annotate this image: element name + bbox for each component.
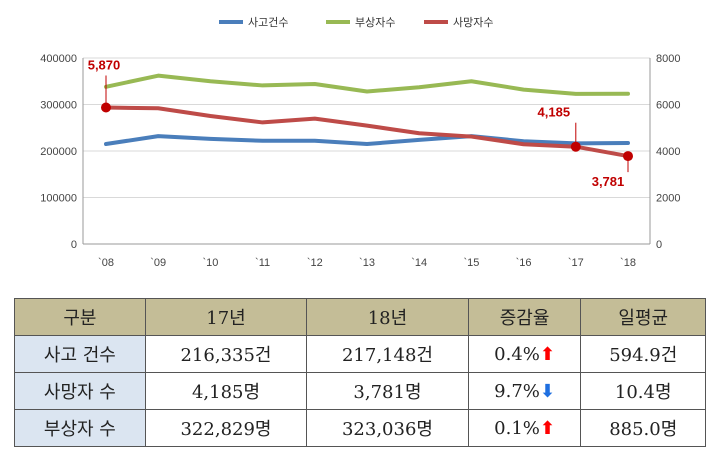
daily-average: 10.4명 <box>580 372 706 410</box>
up-arrow-icon: ⬆ <box>539 417 555 439</box>
chart-grid <box>83 57 650 198</box>
header-2017: 17년 <box>144 298 308 336</box>
y-right-tick-label: 4000 <box>656 146 680 158</box>
table-header-row: 구분 17년 18년 증감율 일평균 <box>14 298 706 336</box>
x-tick-label: `17 <box>568 257 584 269</box>
annotation-marker <box>101 102 111 113</box>
legend-entry: 부상자수 <box>355 16 395 29</box>
x-tick-label: `08 <box>98 257 114 269</box>
x-tick-label: `16 <box>516 257 532 269</box>
header-category: 구분 <box>14 298 146 336</box>
x-tick-label: `14 <box>411 257 427 269</box>
x-tick-label: `11 <box>255 257 270 269</box>
change-rate: 0.1% <box>494 417 540 439</box>
table-row: 사망자 수 4,185명 3,781명 9.7%⬇ 10.4명 <box>14 372 706 410</box>
annotation-label: 4,185 <box>538 105 571 120</box>
y-right-tick-label: 0 <box>656 239 662 251</box>
value-2017: 4,185명 <box>144 372 308 410</box>
annotation-label: 5,870 <box>88 58 121 73</box>
y-right-tick-label: 8000 <box>656 53 680 65</box>
x-tick-label: `13 <box>359 257 375 269</box>
value-2017: 322,829명 <box>144 409 308 447</box>
value-2018: 3,781명 <box>306 372 469 410</box>
value-2017: 216,335건 <box>144 335 308 373</box>
x-tick-label: `12 <box>307 257 323 269</box>
value-2018: 323,036명 <box>306 409 469 447</box>
annotation-marker <box>570 141 581 152</box>
table-row: 부상자 수 322,829명 323,036명 0.1%⬆ 885.0명 <box>14 409 706 447</box>
row-label: 사망자 수 <box>14 372 146 410</box>
stats-table: 구분 17년 18년 증감율 일평균 사고 건수 216,335건 217,14… <box>14 298 706 447</box>
chart-series <box>104 73 630 159</box>
down-arrow-icon: ⬇ <box>539 380 555 402</box>
change-rate-cell: 9.7%⬇ <box>467 372 582 410</box>
header-2018: 18년 <box>306 298 469 336</box>
header-change-rate: 증감율 <box>467 298 582 336</box>
accident-trend-chart: 사고건수 부상자수 사망자수 0 100000 200000 300000 400000 0 2… <box>40 16 680 269</box>
value-2018: 217,148건 <box>306 335 469 373</box>
chart-legend: 사고건수 부상자수 사망자수 <box>219 16 493 29</box>
change-rate-cell: 0.4%⬆ <box>467 335 582 373</box>
daily-average: 594.9건 <box>580 335 706 373</box>
annotation-marker <box>623 151 633 162</box>
x-tick-label: `18 <box>620 257 636 269</box>
series-line <box>104 105 630 159</box>
y-left-tick-label: 400000 <box>40 53 77 65</box>
legend-entry: 사고건수 <box>248 16 288 29</box>
daily-average: 885.0명 <box>580 409 706 447</box>
chart-annotations: 5,870 4,185 3,781 <box>88 58 633 189</box>
x-tick-label: `15 <box>463 257 479 269</box>
y-left-tick-label: 300000 <box>40 100 77 112</box>
series-line <box>104 134 630 147</box>
up-arrow-icon: ⬆ <box>539 343 555 365</box>
y-left-tick-label: 0 <box>71 239 77 251</box>
row-label: 부상자 수 <box>14 409 146 447</box>
x-tick-label: `09 <box>150 257 166 269</box>
y-right-tick-label: 6000 <box>656 100 680 112</box>
change-rate: 0.4% <box>494 343 540 365</box>
legend-entry: 사망자수 <box>453 16 493 29</box>
x-tick-label: `10 <box>202 257 218 269</box>
header-daily-average: 일평균 <box>580 298 706 336</box>
change-rate-cell: 0.1%⬆ <box>467 409 582 447</box>
row-label: 사고 건수 <box>14 335 146 373</box>
series-line <box>104 73 630 96</box>
table-row: 사고 건수 216,335건 217,148건 0.4%⬆ 594.9건 <box>14 335 706 373</box>
y-left-tick-label: 100000 <box>40 193 77 205</box>
y-right-tick-label: 2000 <box>656 193 680 205</box>
chart-axes: 0 100000 200000 300000 400000 0 2000 4000 6000 80… <box>40 53 680 269</box>
y-left-tick-label: 200000 <box>40 146 77 158</box>
annotation-label: 3,781 <box>592 174 625 189</box>
change-rate: 9.7% <box>494 380 540 402</box>
